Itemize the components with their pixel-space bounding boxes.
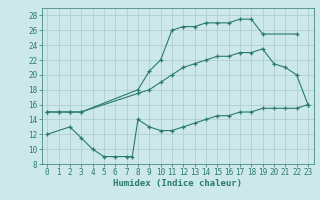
X-axis label: Humidex (Indice chaleur): Humidex (Indice chaleur) — [113, 179, 242, 188]
